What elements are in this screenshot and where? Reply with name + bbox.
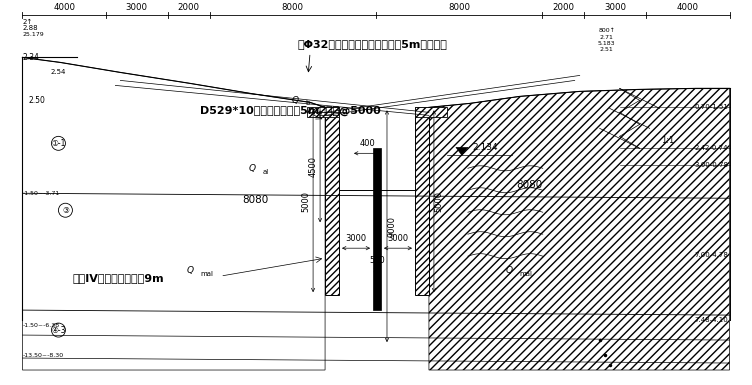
Text: 4500: 4500 [308, 156, 317, 177]
Bar [415, 107, 429, 295]
Text: 2↑: 2↑ [23, 20, 33, 25]
Text: mal: mal [520, 271, 533, 277]
Text: 2000: 2000 [177, 3, 200, 12]
Text: ③: ③ [62, 206, 69, 215]
Text: 3000: 3000 [345, 234, 366, 243]
Text: 5000: 5000 [302, 191, 311, 212]
Text: mal: mal [200, 271, 214, 277]
Text: 2.42-0.74: 2.42-0.74 [695, 145, 728, 151]
Text: 拉棪IV钙板桦，单根长9m: 拉棪IV钙板桦，单根长9m [72, 273, 164, 283]
Bar [415, 107, 447, 117]
Text: 400: 400 [359, 139, 375, 148]
Text: 2.54: 2.54 [50, 69, 66, 75]
Text: 8080: 8080 [242, 195, 268, 205]
Text: 500: 500 [369, 256, 385, 265]
Text: 7.48-4.10: 7.48-4.10 [695, 317, 728, 323]
Text: 4000: 4000 [53, 3, 75, 12]
Text: 7.00-4.78: 7.00-4.78 [695, 252, 729, 258]
Text: -1.50~-6.38: -1.50~-6.38 [23, 323, 59, 328]
Text: al: al [262, 169, 268, 175]
Bar [325, 107, 339, 295]
Text: 1:1: 1:1 [661, 136, 675, 145]
Polygon shape [429, 89, 729, 370]
Polygon shape [456, 147, 468, 155]
Text: 5000: 5000 [435, 191, 444, 212]
Text: 8000: 8000 [448, 3, 470, 12]
Text: -1.50~-3.71: -1.50~-3.71 [23, 191, 59, 196]
Text: $Q$: $Q$ [505, 264, 514, 276]
Text: 9000: 9000 [387, 216, 396, 237]
Text: 3.00-0.78: 3.00-0.78 [695, 162, 729, 168]
Text: 25.179: 25.179 [23, 32, 44, 37]
Polygon shape [23, 57, 325, 370]
Text: ④-3: ④-3 [51, 326, 65, 335]
Text: ①-1: ①-1 [51, 139, 65, 148]
Text: 800↑
2.71
5.183
2.51: 800↑ 2.71 5.183 2.51 [598, 28, 615, 52]
Text: b: b [305, 100, 310, 106]
Bar [373, 148, 381, 310]
Text: D529*10螺旋钙管单根长5m拉结桦@5000: D529*10螺旋钙管单根长5m拉结桦@5000 [200, 105, 381, 115]
Text: $Q$: $Q$ [248, 162, 256, 174]
Text: 4000: 4000 [677, 3, 699, 12]
Text: 3000: 3000 [387, 234, 408, 243]
Text: 用Φ32预应力钉筋做为锁系杆夷5m间距一根: 用Φ32预应力钉筋做为锁系杆夷5m间距一根 [297, 40, 447, 49]
Text: $Q$: $Q$ [186, 264, 195, 276]
Text: -13.50~-8.30: -13.50~-8.30 [23, 353, 64, 358]
Text: 3000: 3000 [604, 3, 626, 12]
Text: 2.50: 2.50 [29, 96, 45, 105]
Text: $Q$: $Q$ [291, 94, 299, 106]
Text: 8000: 8000 [282, 3, 304, 12]
Text: 2.34: 2.34 [23, 53, 39, 62]
Text: 2.134: 2.134 [472, 143, 498, 152]
Text: 3000: 3000 [126, 3, 148, 12]
Bar [307, 107, 339, 117]
Text: 2.88: 2.88 [23, 25, 38, 32]
Text: 0.70-1.51: 0.70-1.51 [695, 104, 729, 110]
Text: 8080: 8080 [517, 180, 543, 190]
Text: 2000: 2000 [552, 3, 575, 12]
